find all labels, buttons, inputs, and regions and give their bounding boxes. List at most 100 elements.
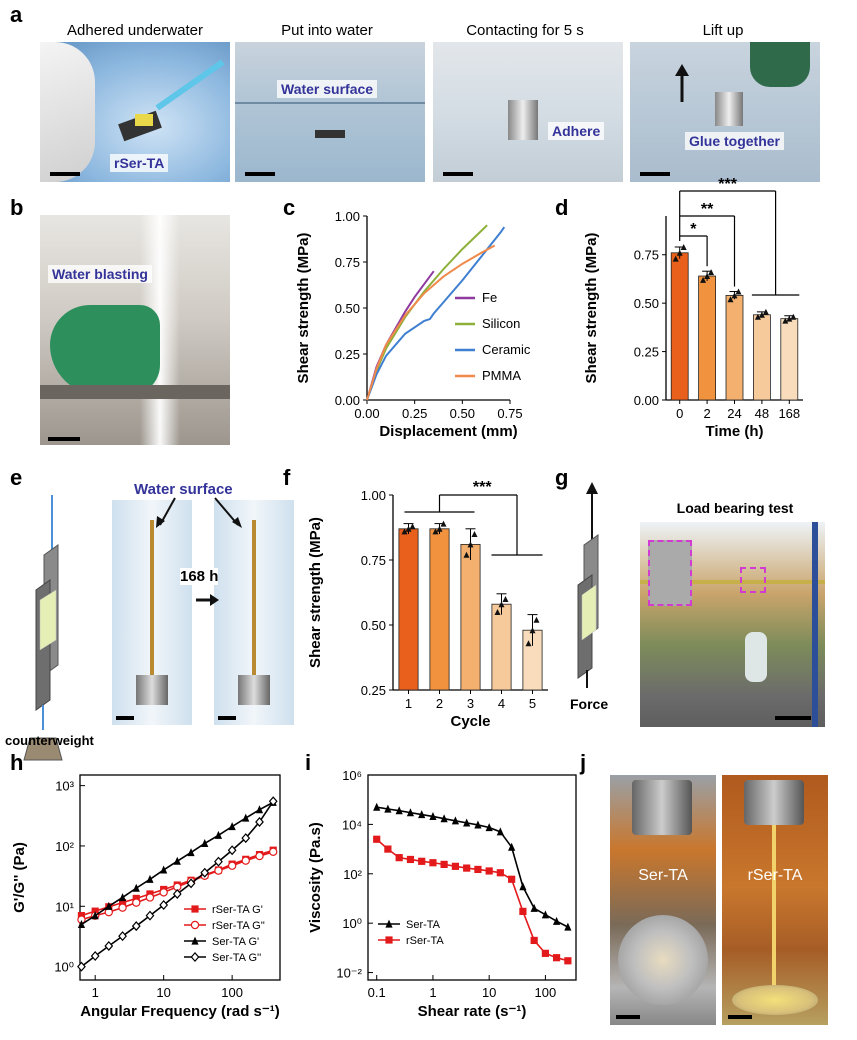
data-point <box>782 317 789 324</box>
rheometer-head-shape <box>632 780 692 835</box>
data-point <box>214 866 223 875</box>
legend-label: Ser-TA <box>406 919 441 931</box>
label-ser-ta: Ser-TA <box>638 867 688 884</box>
data-point <box>418 857 426 865</box>
photo-load-bearing <box>640 522 825 727</box>
y-tick-label: 0.25 <box>634 345 659 360</box>
x-tick-label: 0.75 <box>497 406 522 421</box>
x-tick-label: 2 <box>436 696 443 711</box>
photo-lift-up: Glue together <box>630 42 820 182</box>
panel-label-d: d <box>555 195 569 220</box>
data-point <box>463 818 471 827</box>
panel-a-title-1: Adhered underwater <box>67 22 203 39</box>
overlay-water-surface-e: Water surface <box>130 480 237 499</box>
photo-ser-ta: Ser-TA <box>610 775 716 1025</box>
data-point <box>496 869 504 877</box>
data-point <box>519 882 527 891</box>
y-tick-label: 10⁴ <box>342 817 362 832</box>
data-point <box>467 541 474 548</box>
data-point <box>474 865 482 874</box>
data-point <box>132 894 140 903</box>
lift-arrow-icon <box>675 64 689 102</box>
data-point <box>680 243 687 250</box>
y-tick-label: 10¹ <box>55 899 74 914</box>
scale-bar <box>640 172 670 176</box>
data-point <box>401 528 408 535</box>
data-point <box>530 936 538 945</box>
y-axis-label: Shear strength (MPa) <box>307 517 324 668</box>
rheometer-head-shape <box>744 780 804 825</box>
data-point <box>255 816 264 827</box>
legend-marker <box>385 919 393 928</box>
y-tick-label: 10⁻² <box>336 966 362 981</box>
glove-shape <box>750 42 810 87</box>
x-tick-label: 0 <box>676 406 683 421</box>
photo-cylinder-0h <box>112 500 192 725</box>
y-tick-label: 10⁰ <box>54 960 74 975</box>
data-point <box>405 525 412 532</box>
legend-label: PMMA <box>482 368 521 383</box>
data-point <box>200 867 210 878</box>
data-point <box>533 616 540 623</box>
data-point <box>131 921 141 932</box>
significance-stars: ** <box>701 201 714 218</box>
data-point <box>564 922 572 931</box>
data-point <box>173 856 181 865</box>
data-point <box>541 949 550 957</box>
data-point <box>201 839 209 848</box>
legend-label: Ser-TA G'' <box>212 952 261 964</box>
data-point <box>105 901 113 910</box>
data-point <box>496 827 504 836</box>
legend-label: rSer-TA G' <box>212 904 263 916</box>
data-point <box>727 296 734 303</box>
data-point <box>519 907 527 915</box>
series-line <box>376 806 569 928</box>
data-point <box>160 865 168 874</box>
panel-label-a: a <box>10 2 23 27</box>
plot-frame <box>79 774 281 981</box>
photo-contacting: Adhere <box>433 42 623 182</box>
y-tick-label: 0.00 <box>634 393 659 408</box>
data-point <box>132 883 140 892</box>
panel-g-title: Load bearing test <box>676 500 794 516</box>
y-tick-label: 0.75 <box>335 255 360 270</box>
y-tick-label: 10³ <box>55 779 74 794</box>
y-tick-label: 10² <box>343 867 362 882</box>
data-point <box>451 862 460 870</box>
sample-shape <box>252 520 256 690</box>
data-point <box>463 551 470 558</box>
x-axis-label: Displacement (mm) <box>379 423 517 440</box>
significance-stars: *** <box>718 176 737 193</box>
scale-bar <box>775 716 811 720</box>
data-point <box>145 910 155 921</box>
data-point <box>242 813 250 822</box>
data-point <box>241 833 251 844</box>
x-tick-label: 0.1 <box>368 985 386 1000</box>
data-point <box>525 640 532 647</box>
y-tick-label: 0.25 <box>361 683 386 698</box>
legend-label: rSer-TA G'' <box>212 920 265 932</box>
x-tick-label: 0.50 <box>450 406 475 421</box>
data-point <box>786 315 793 322</box>
counterweight-label: counterweight <box>5 733 94 748</box>
data-point <box>255 805 264 814</box>
x-tick-label: 0.25 <box>402 406 427 421</box>
data-point <box>241 856 250 865</box>
data-point <box>418 810 426 819</box>
overlay-glue-together: Glue together <box>685 132 785 150</box>
panel-label-i: i <box>305 750 312 775</box>
data-point <box>541 910 550 919</box>
significance-stars: * <box>690 221 697 238</box>
filament-shape <box>772 825 776 995</box>
weight-shape <box>238 675 270 705</box>
data-point <box>485 867 493 875</box>
data-point <box>463 864 471 872</box>
weight-shape <box>136 675 168 705</box>
y-axis-label: Viscosity (Pa.s) <box>307 822 324 933</box>
data-point <box>676 249 683 256</box>
data-point <box>700 276 707 283</box>
overlay-adhere: Adhere <box>548 122 605 140</box>
